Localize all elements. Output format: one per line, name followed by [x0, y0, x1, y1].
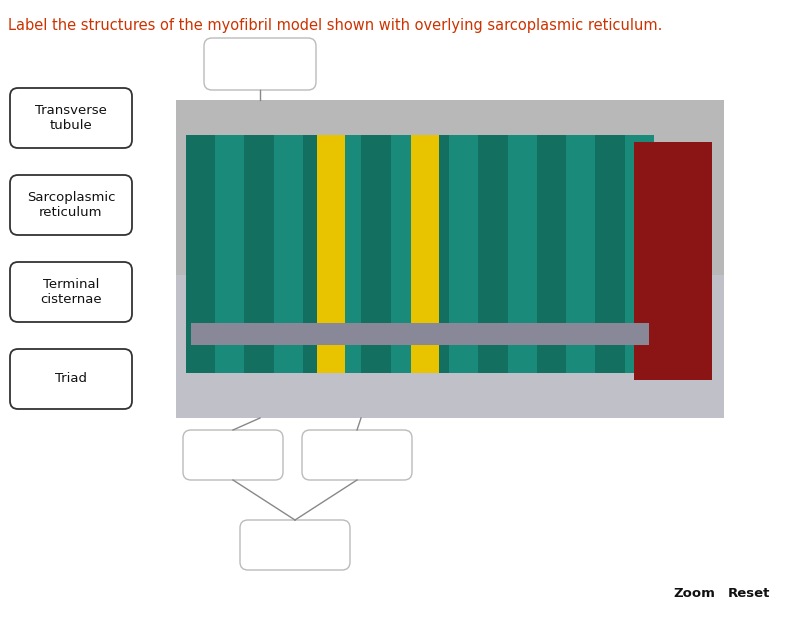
- Text: Reset: Reset: [728, 587, 771, 600]
- Text: Triad: Triad: [55, 373, 87, 386]
- Bar: [244, 135, 273, 373]
- FancyBboxPatch shape: [240, 520, 350, 570]
- Bar: [478, 135, 507, 373]
- FancyBboxPatch shape: [10, 262, 132, 322]
- Bar: [317, 135, 345, 373]
- Bar: [176, 275, 724, 418]
- Bar: [420, 135, 449, 373]
- Text: Label the structures of the myofibril model shown with overlying sarcoplasmic re: Label the structures of the myofibril mo…: [8, 18, 663, 33]
- Bar: [303, 135, 333, 373]
- Text: Zoom: Zoom: [673, 587, 715, 600]
- Bar: [362, 135, 391, 373]
- Text: Sarcoplasmic
reticulum: Sarcoplasmic reticulum: [27, 191, 115, 219]
- FancyBboxPatch shape: [302, 430, 412, 480]
- Bar: [411, 135, 439, 373]
- Bar: [634, 142, 712, 380]
- Bar: [186, 135, 654, 373]
- FancyBboxPatch shape: [10, 175, 132, 235]
- Bar: [186, 135, 215, 373]
- Text: Terminal
cisternae: Terminal cisternae: [40, 278, 102, 306]
- Text: Transverse
tubule: Transverse tubule: [35, 104, 107, 132]
- Bar: [176, 100, 724, 418]
- Bar: [191, 323, 649, 345]
- FancyBboxPatch shape: [204, 38, 316, 90]
- Bar: [596, 135, 625, 373]
- FancyBboxPatch shape: [10, 349, 132, 409]
- Bar: [176, 100, 724, 275]
- Bar: [537, 135, 567, 373]
- FancyBboxPatch shape: [183, 430, 283, 480]
- FancyBboxPatch shape: [10, 88, 132, 148]
